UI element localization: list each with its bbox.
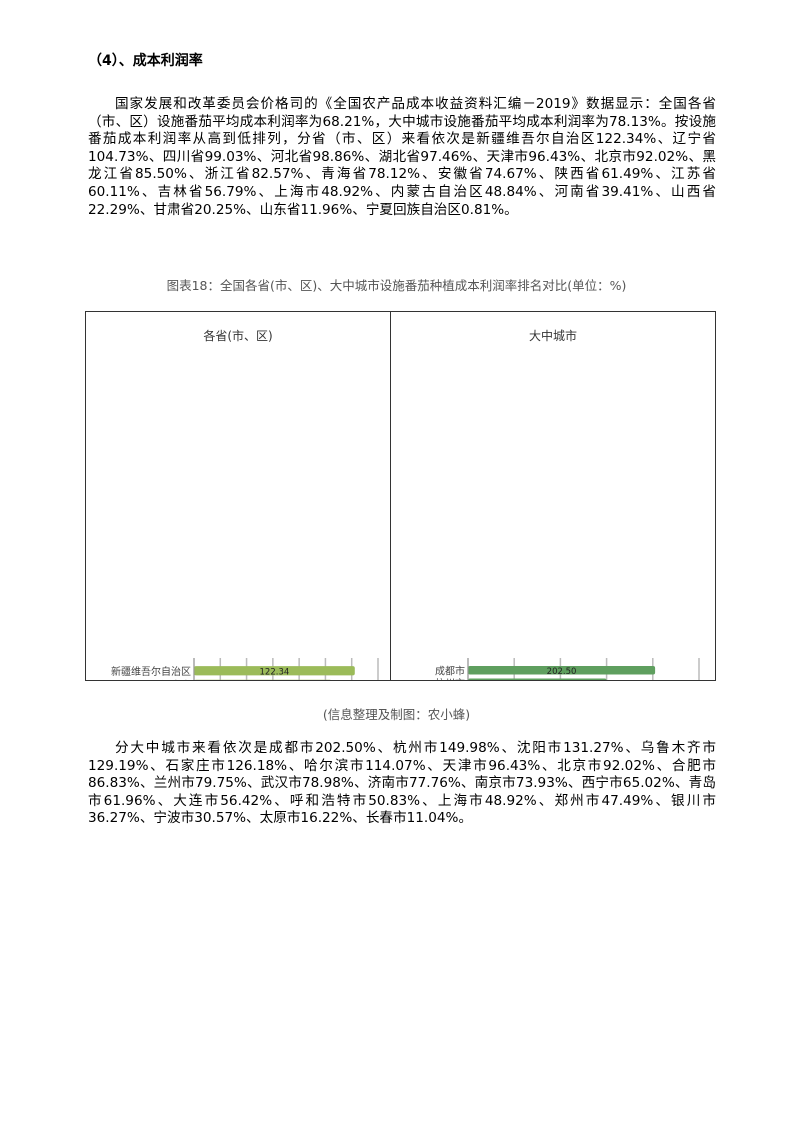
province-chart-panel: 各省(市、区)020406080100120140新疆维吾尔自治区122.34辽… <box>85 311 391 983</box>
chart-title: 各省(市、区) <box>203 328 272 343</box>
city-chart-panel: 大中城市050100150200250成都市202.50杭州市149.98沈阳市… <box>390 311 716 985</box>
data-label: 202.50 <box>547 667 577 677</box>
category-label: 新疆维吾尔自治区 <box>111 665 191 678</box>
category-label: 成都市 <box>435 664 465 677</box>
bar <box>468 666 656 675</box>
chart-title: 大中城市 <box>529 328 577 343</box>
category-label: 辽宁省 <box>161 678 191 680</box>
city-bar-chart: 大中城市050100150200250成都市202.50杭州市149.98沈阳市… <box>415 328 709 985</box>
data-label: 122.34 <box>260 667 290 677</box>
paragraph-cities: 分大中城市来看依次是成都市202.50%、杭州市149.98%、沈阳市131.2… <box>88 740 716 827</box>
data-label: 149.98 <box>522 679 552 680</box>
figure-caption: 图表18：全国各省(市、区)、大中城市设施番茄种植成本利润率排名对比(单位：%) <box>166 278 627 293</box>
province-bar-chart: 各省(市、区)020406080100120140新疆维吾尔自治区122.34辽… <box>111 328 388 983</box>
section-heading: （4）、成本利润率 <box>88 53 203 69</box>
source-note: (信息整理及制图：农小蜂) <box>322 707 471 722</box>
paragraph-provinces: 国家发展和改革委员会价格司的《全国农产品成本收益资料汇编－2019》数据显示：全… <box>88 96 716 218</box>
bar <box>194 666 355 676</box>
